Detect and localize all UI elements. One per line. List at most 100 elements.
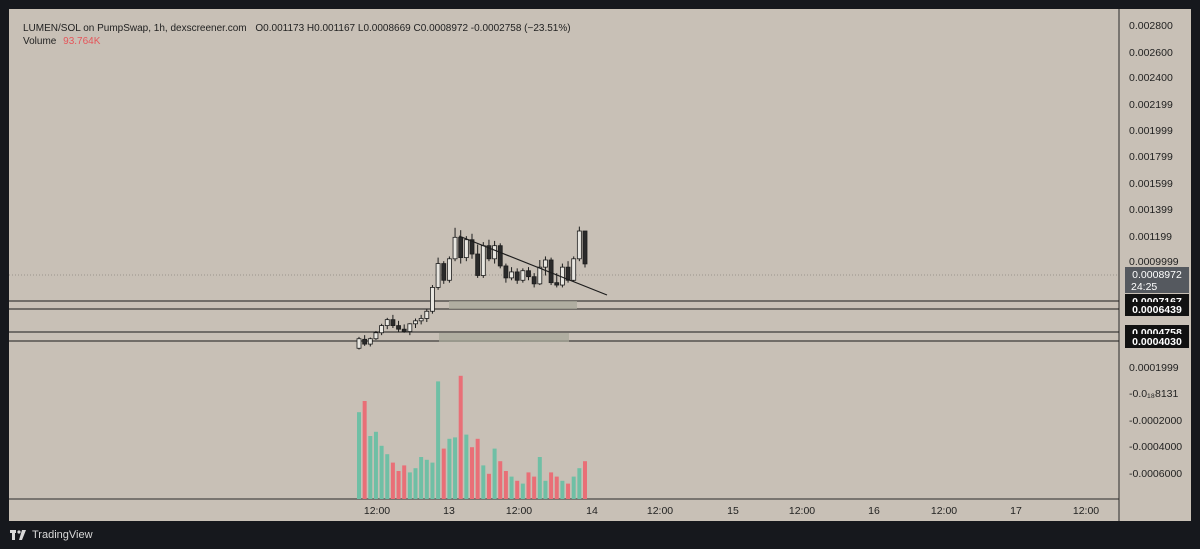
candle-body	[452, 236, 458, 260]
level-badge	[1125, 334, 1189, 348]
candle-body	[565, 266, 571, 281]
candle-body	[396, 325, 401, 330]
candle-body	[492, 245, 498, 260]
candle-body	[548, 259, 554, 284]
volume-label: Volume	[23, 36, 57, 47]
y-tick-label: -0.0₁₈8131	[1129, 388, 1179, 400]
volume-bar	[385, 454, 390, 499]
candle-body	[469, 239, 475, 255]
volume-bar	[481, 465, 486, 499]
volume-bar	[577, 468, 582, 499]
candle-body	[509, 271, 514, 279]
candle-body	[446, 258, 452, 281]
chart-legend: LUMEN/SOL on PumpSwap, 1h, dexscreener.c…	[23, 22, 571, 48]
x-tick-label: 12:00	[647, 505, 673, 517]
volume-bar	[515, 480, 520, 499]
volume-bar	[583, 461, 587, 499]
symbol-title: LUMEN/SOL on PumpSwap, 1h, dexscreener.c…	[23, 23, 247, 34]
candle-body	[571, 258, 577, 281]
price-chart[interactable]: 0.002800 0.002600 0.002400 0.002199 0.001999…	[9, 9, 1191, 521]
tradingview-logo-icon	[10, 530, 26, 540]
candle-body	[401, 328, 407, 332]
x-tick-label: 12:00	[931, 505, 957, 517]
volume-bar	[396, 471, 401, 499]
candle-body	[373, 332, 379, 340]
y-tick-label: 0.001999	[1129, 125, 1173, 137]
volume-bar	[537, 457, 542, 499]
tradingview-label: TradingView	[32, 529, 93, 541]
candle-body	[514, 271, 520, 281]
tradingview-brand[interactable]: TradingView	[10, 529, 93, 541]
volume-bar	[453, 437, 458, 499]
volume-bar	[447, 438, 452, 499]
ohlc-values: O0.001173 H0.001167 L0.0008669 C0.000897…	[255, 23, 571, 34]
y-tick-label: 0.0001999	[1129, 362, 1179, 374]
volume-bar	[373, 431, 378, 499]
y-tick-label: 0.001599	[1129, 178, 1173, 190]
volume-bar	[419, 457, 424, 499]
volume-bar	[362, 401, 367, 499]
footer-bar: TradingView	[0, 521, 1200, 549]
candle-body	[458, 236, 464, 259]
volume-bar	[368, 436, 373, 499]
volume-bar	[407, 472, 412, 499]
candle-body	[475, 253, 481, 276]
y-tick-label: 0.002600	[1129, 47, 1173, 59]
volume-bar	[503, 471, 508, 499]
level-badge	[1125, 302, 1189, 316]
volume-bar	[509, 476, 514, 499]
volume-bar	[424, 459, 429, 499]
candle-body	[418, 318, 424, 322]
candle-body	[356, 338, 362, 349]
volume-bar	[475, 438, 480, 499]
candle-body	[480, 245, 486, 276]
candle-body	[526, 270, 531, 278]
volume-bar	[532, 476, 537, 499]
volume-bar	[464, 434, 469, 499]
volume-bar	[498, 461, 503, 499]
volume-bar	[441, 448, 446, 499]
x-tick-label: 17	[1010, 505, 1022, 517]
candle-body	[486, 245, 492, 260]
support-zones	[9, 300, 1119, 342]
volume-bar	[566, 483, 571, 499]
y-tick-label: 0.002800	[1129, 20, 1173, 32]
candle-body	[379, 325, 385, 334]
candle-body	[576, 230, 582, 260]
candle-body	[441, 263, 447, 281]
volume-bar	[549, 472, 554, 499]
current-price-label: 0.0008972	[1132, 269, 1182, 281]
x-tick-label: 15	[727, 505, 739, 517]
volume-bar	[486, 473, 491, 499]
y-tick-label: 0.002199	[1129, 99, 1173, 111]
volume-bar	[413, 468, 418, 499]
level-label: 0.0004030	[1132, 336, 1182, 348]
volume-bar	[357, 412, 361, 499]
candle-body	[430, 287, 435, 312]
trendline	[458, 235, 608, 296]
y-tick-label: 0.001199	[1129, 231, 1172, 243]
candle-body	[390, 319, 396, 326]
candle-body	[413, 320, 418, 325]
volume-bar	[430, 462, 435, 499]
volume-bar	[526, 472, 531, 499]
volume-bar	[492, 448, 497, 499]
y-tick-label: 0.002400	[1129, 72, 1173, 84]
chart-area[interactable]: 0.002800 0.002600 0.002400 0.002199 0.001999…	[9, 9, 1191, 521]
y-tick-label: 0.001799	[1129, 151, 1173, 163]
x-tick-label: 12:00	[506, 505, 532, 517]
y-tick-label: 0.001399	[1129, 204, 1173, 216]
y-tick-label: -0.0004000	[1129, 441, 1182, 453]
x-tick-label: 12:00	[1073, 505, 1099, 517]
x-tick-label: 13	[443, 505, 455, 517]
candle-body	[537, 266, 543, 285]
volume-bar	[470, 447, 474, 499]
volume-bar	[458, 375, 463, 499]
current-price-badge	[1125, 267, 1189, 293]
volume-bar	[554, 476, 559, 499]
volume-bar	[436, 381, 441, 499]
volume-bar	[390, 462, 395, 499]
volume-bar	[571, 476, 576, 499]
symbol-row: LUMEN/SOL on PumpSwap, 1h, dexscreener.c…	[23, 22, 571, 35]
candle-body	[497, 245, 503, 267]
